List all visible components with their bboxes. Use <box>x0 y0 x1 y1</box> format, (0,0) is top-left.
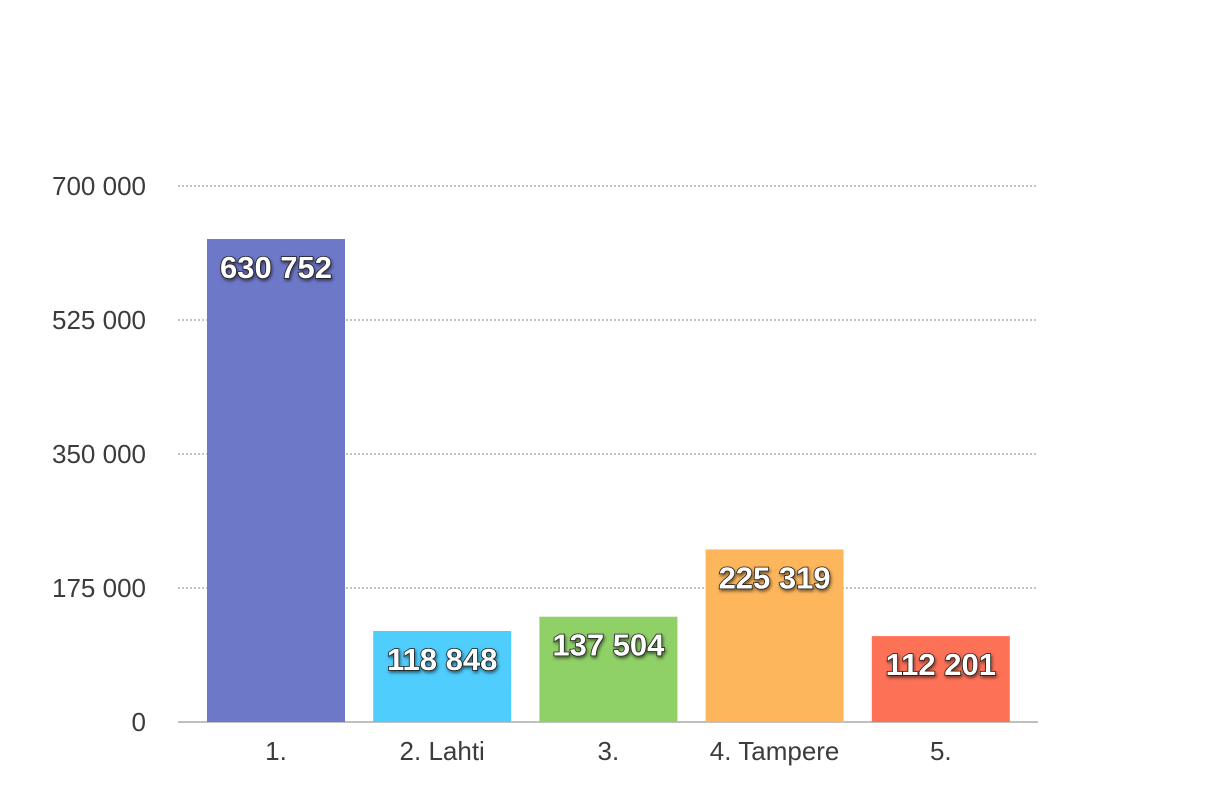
y-tick-label: 700 000 <box>52 171 146 201</box>
x-axis-tick-labels: 1. 2. Lahti 3. 4. Tampere 5. <box>265 736 951 766</box>
y-tick-label: 525 000 <box>52 305 146 335</box>
bar <box>539 616 678 722</box>
x-tick-label: 5. <box>930 736 952 766</box>
x-tick-label: 4. Tampere <box>710 736 840 766</box>
x-tick-label: 3. <box>598 736 620 766</box>
bar-value-label: 118 848 <box>387 642 497 677</box>
y-tick-label: 350 000 <box>52 439 146 469</box>
x-tick-label: 2. Lahti <box>400 736 485 766</box>
bar <box>871 636 1010 722</box>
bar <box>207 239 345 723</box>
bar <box>705 549 844 722</box>
bars <box>207 239 1010 723</box>
bar-value-label: 137 504 <box>552 628 665 663</box>
y-axis-tick-labels: 0 175 000 350 000 525 000 700 000 <box>52 171 146 737</box>
bar-value-label: 225 319 <box>719 560 831 595</box>
data-labels: 630 752 118 848 137 504 225 319 112 201 <box>219 249 997 683</box>
y-tick-label: 175 000 <box>52 573 146 603</box>
bar-value-label: 112 201 <box>886 647 996 682</box>
y-tick-label: 0 <box>132 707 146 737</box>
bar-value-label: 630 752 <box>220 250 332 285</box>
x-tick-label: 1. <box>265 736 287 766</box>
bar <box>373 630 512 722</box>
